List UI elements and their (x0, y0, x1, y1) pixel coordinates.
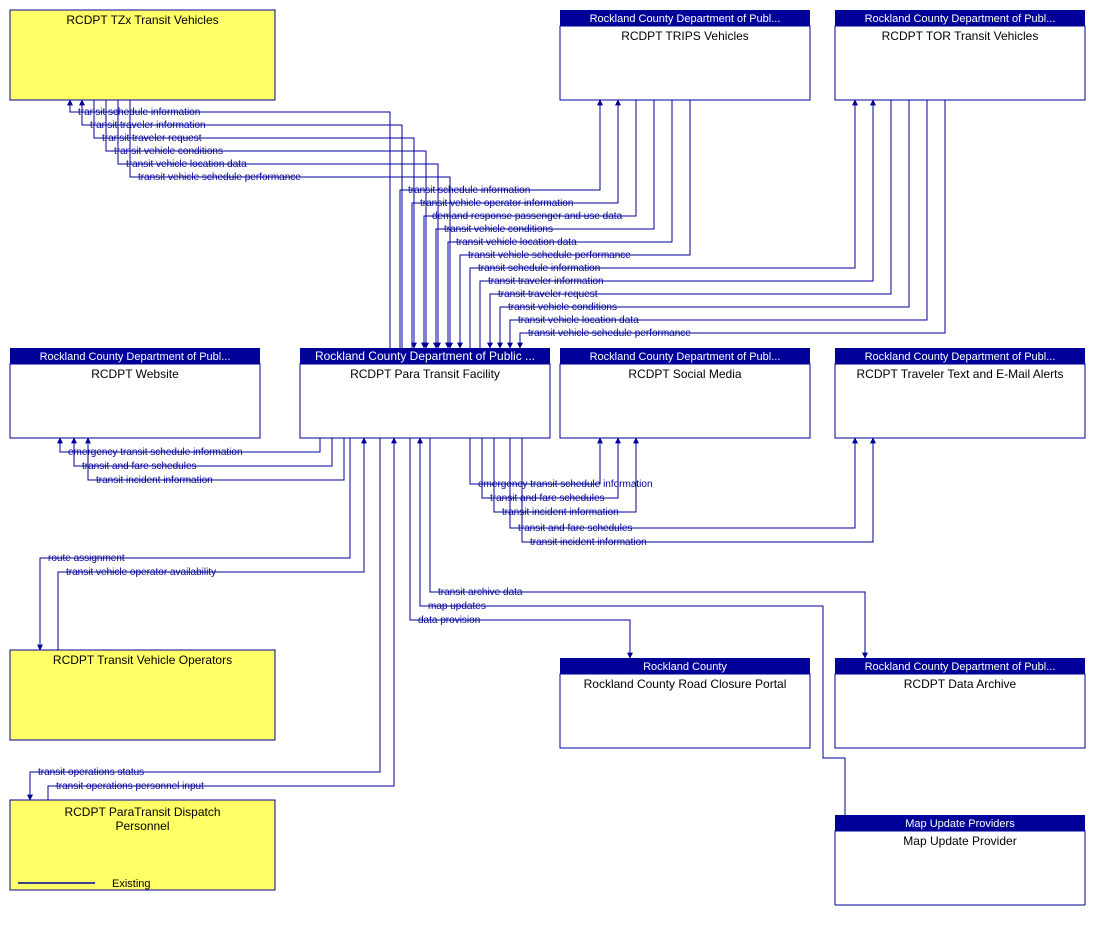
flow-social-0: emergency transit schedule information (478, 479, 653, 490)
flow-archive-0: transit archive data (438, 587, 523, 598)
box-body-map: Map Update Provider (903, 834, 1016, 848)
svg-text:Personnel: Personnel (115, 819, 169, 833)
box-body-social: RCDPT Social Media (628, 367, 741, 381)
box-trips: Rockland County Department of Publ... RCD… (560, 10, 810, 100)
box-header-archive: Rockland County Department of Publ... (865, 661, 1056, 673)
flow-tor-1: transit traveler information (488, 276, 604, 287)
box-body-tzx: RCDPT TZx Transit Vehicles (66, 13, 218, 27)
box-body-alerts: RCDPT Traveler Text and E-Mail Alerts (857, 367, 1064, 381)
box-tzx: RCDPT TZx Transit Vehicles (10, 10, 275, 100)
flow-trips-0: transit schedule information (408, 185, 530, 196)
flow-tzx-0: transit schedule information (78, 107, 200, 118)
flow-operators-1: transit vehicle operator availability (66, 567, 216, 578)
box-para: Rockland County Department of Public ...… (300, 348, 550, 438)
flow-operators-0: route assignment (48, 553, 125, 564)
flow-tor-4: transit vehicle location data (518, 315, 639, 326)
box-header-trips: Rockland County Department of Publ... (590, 13, 781, 25)
box-operators: RCDPT Transit Vehicle Operators (10, 650, 275, 740)
flow-website-1: transit and fare schedules (82, 461, 197, 472)
box-map: Map Update Providers Map Update Provider (835, 815, 1085, 905)
flow-tzx-5: transit vehicle schedule performance (138, 172, 301, 183)
flow-tor-5: transit vehicle schedule performance (528, 328, 691, 339)
flow-website-0: emergency transit schedule information (68, 447, 243, 458)
legend-label: Existing (112, 878, 151, 890)
box-header-portal: Rockland County (643, 661, 727, 673)
box-header-para: Rockland County Department of Public ... (315, 349, 535, 363)
svg-text:RCDPT ParaTransit Dispatch: RCDPT ParaTransit Dispatch (64, 805, 220, 819)
flow-tzx-4: transit vehicle location data (126, 159, 247, 170)
flow-dispatch-1: transit operations personnel input (56, 781, 204, 792)
box-alerts: Rockland County Department of Publ... RCD… (835, 348, 1085, 438)
box-tor: Rockland County Department of Publ... RCD… (835, 10, 1085, 100)
box-body-portal: Rockland County Road Closure Portal (584, 677, 787, 691)
box-body-operators: RCDPT Transit Vehicle Operators (53, 653, 232, 667)
flow-tzx-2: transit traveler request (102, 133, 202, 144)
flow-tor-3: transit vehicle conditions (508, 302, 617, 313)
flow-social-1: transit and fare schedules (490, 493, 605, 504)
flow-tor-2: transit traveler request (498, 289, 598, 300)
box-body-para: RCDPT Para Transit Facility (350, 367, 500, 381)
box-social: Rockland County Department of Publ... RCD… (560, 348, 810, 438)
flow-alerts-1: transit incident information (530, 537, 647, 548)
flow-map-0: map updates (428, 601, 486, 612)
box-header-tor: Rockland County Department of Publ... (865, 13, 1056, 25)
box-portal: Rockland County Rockland County Road Clos… (560, 658, 810, 748)
flow-alerts-0: transit and fare schedules (518, 523, 633, 534)
box-body-website: RCDPT Website (91, 367, 179, 381)
box-header-social: Rockland County Department of Publ... (590, 351, 781, 363)
box-dispatch: RCDPT ParaTransit DispatchPersonnel (10, 800, 275, 890)
flow-trips-2: demand response passenger and use data (432, 211, 623, 222)
flow-tzx-3: transit vehicle conditions (114, 146, 223, 157)
box-website: Rockland County Department of Publ... RCD… (10, 348, 260, 438)
flow-website-2: transit incident information (96, 475, 213, 486)
flow-dispatch-0: transit operations status (38, 767, 144, 778)
flow-trips-4: transit vehicle location data (456, 237, 577, 248)
box-body-tor: RCDPT TOR Transit Vehicles (882, 29, 1039, 43)
flow-trips-3: transit vehicle conditions (444, 224, 553, 235)
box-archive: Rockland County Department of Publ... RCD… (835, 658, 1085, 748)
flow-portal-0: data provision (418, 615, 480, 626)
flow-tor-0: transit schedule information (478, 263, 600, 274)
box-body-trips: RCDPT TRIPS Vehicles (621, 29, 749, 43)
flow-social-2: transit incident information (502, 507, 619, 518)
box-body-archive: RCDPT Data Archive (904, 677, 1017, 691)
flow-trips-5: transit vehicle schedule performance (468, 250, 631, 261)
box-header-map: Map Update Providers (905, 818, 1015, 830)
flow-tzx-1: transit traveler information (90, 120, 206, 131)
flow-trips-1: transit vehicle operator information (420, 198, 573, 209)
box-header-website: Rockland County Department of Publ... (40, 351, 231, 363)
architecture-diagram: RCDPT TZx Transit Vehicles Rockland Count… (0, 0, 1098, 925)
box-header-alerts: Rockland County Department of Publ... (865, 351, 1056, 363)
